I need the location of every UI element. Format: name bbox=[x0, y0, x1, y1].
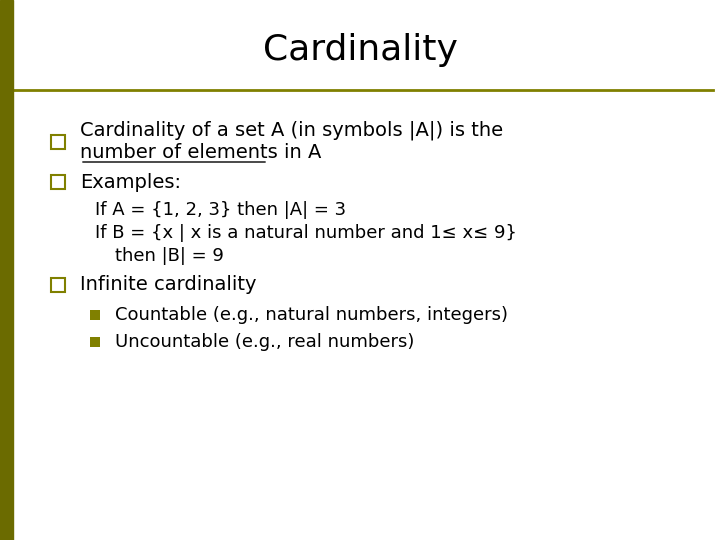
Bar bbox=[0, 0, 13, 540]
Text: Uncountable (e.g., real numbers): Uncountable (e.g., real numbers) bbox=[115, 333, 415, 351]
Text: Cardinality of a set A (in symbols |A|) is the: Cardinality of a set A (in symbols |A|) … bbox=[80, 120, 503, 140]
Text: If B = {x | x is a natural number and 1≤ x≤ 9}: If B = {x | x is a natural number and 1≤… bbox=[95, 224, 517, 242]
Text: number of elements in A: number of elements in A bbox=[80, 144, 321, 163]
Text: Cardinality: Cardinality bbox=[263, 33, 457, 67]
Text: Countable (e.g., natural numbers, integers): Countable (e.g., natural numbers, intege… bbox=[115, 306, 508, 324]
Text: Examples:: Examples: bbox=[80, 172, 181, 192]
Text: Infinite cardinality: Infinite cardinality bbox=[80, 275, 256, 294]
Text: then |B| = 9: then |B| = 9 bbox=[115, 247, 224, 265]
Text: If A = {1, 2, 3} then |A| = 3: If A = {1, 2, 3} then |A| = 3 bbox=[95, 201, 346, 219]
